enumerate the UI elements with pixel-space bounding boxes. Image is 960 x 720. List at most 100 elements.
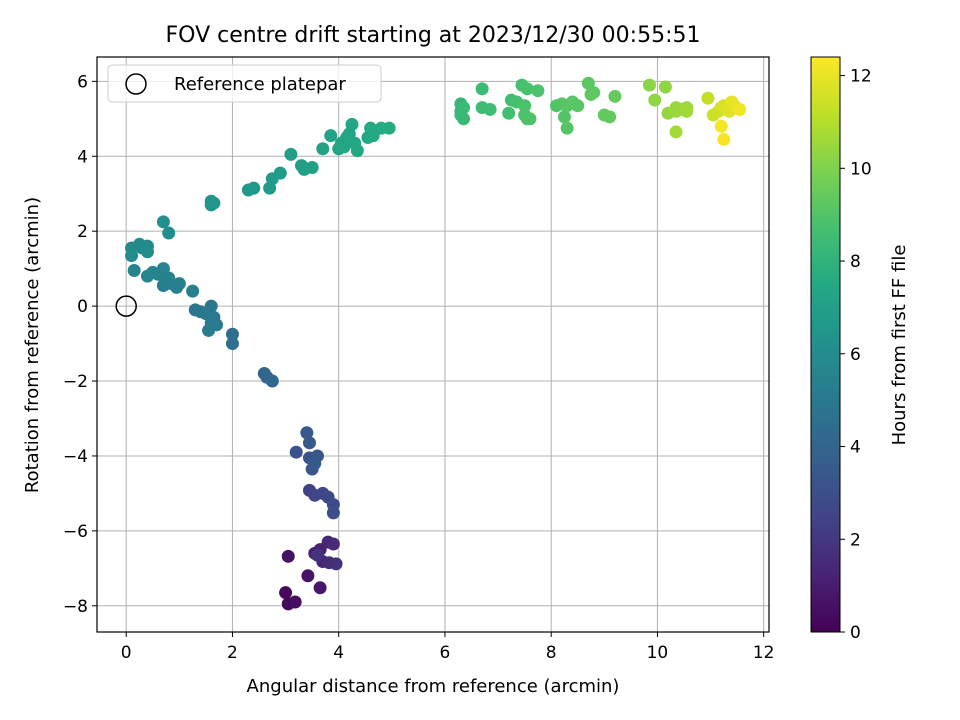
legend-entry: Reference platepar xyxy=(174,74,346,95)
x-tick-label: 4 xyxy=(333,643,344,663)
data-point xyxy=(140,269,154,283)
y-tick-label: 6 xyxy=(77,72,88,92)
scatter-points xyxy=(125,76,747,611)
data-point xyxy=(247,181,261,195)
data-point xyxy=(162,226,176,240)
data-point xyxy=(324,129,338,143)
data-point xyxy=(301,569,315,583)
colorbar-tick-label: 0 xyxy=(850,623,861,643)
data-point xyxy=(288,595,302,609)
data-point xyxy=(281,549,295,563)
data-point xyxy=(557,110,571,124)
gridlines xyxy=(97,57,769,632)
data-point xyxy=(329,557,343,571)
data-point xyxy=(457,101,471,115)
data-point xyxy=(382,121,396,135)
colorbar-gradient xyxy=(810,56,841,633)
data-point xyxy=(523,112,537,126)
x-axis-label: Angular distance from reference (arcmin) xyxy=(247,676,620,697)
y-tick-label: 0 xyxy=(77,297,88,317)
data-point xyxy=(680,101,694,115)
y-axis-label: Rotation from reference (arcmin) xyxy=(22,197,43,493)
colorbar-tick-label: 10 xyxy=(850,159,872,179)
data-point xyxy=(669,125,683,139)
x-tick-label: 8 xyxy=(546,643,557,663)
data-point xyxy=(300,426,314,440)
data-point xyxy=(457,112,471,126)
data-point xyxy=(560,121,574,135)
colorbar-tick-label: 2 xyxy=(850,530,861,550)
data-point xyxy=(284,147,298,161)
data-point xyxy=(571,99,585,113)
data-point xyxy=(658,80,672,94)
x-tick-label: 2 xyxy=(227,643,238,663)
data-point xyxy=(326,506,340,520)
legend-reference-marker xyxy=(125,73,147,95)
data-point xyxy=(265,374,279,388)
data-point xyxy=(204,299,218,313)
data-point xyxy=(502,106,516,120)
x-axis: 0 2 4 6 8 10 12 xyxy=(121,632,775,663)
legend-box xyxy=(107,64,382,103)
colorbar-label: Hours from first FF file xyxy=(889,245,910,446)
data-point xyxy=(345,117,359,131)
data-point xyxy=(714,119,728,133)
data-point xyxy=(186,284,200,298)
data-point xyxy=(603,110,617,124)
data-point xyxy=(733,102,747,116)
x-tick-label: 6 xyxy=(440,643,451,663)
y-tick-label: 2 xyxy=(77,222,88,242)
data-point xyxy=(316,142,330,156)
data-point xyxy=(172,277,186,291)
data-point xyxy=(156,215,170,229)
data-point xyxy=(125,249,139,263)
data-point xyxy=(518,99,532,113)
x-tick-label: 12 xyxy=(753,643,775,663)
colorbar-tick-label: 6 xyxy=(850,345,861,365)
data-point xyxy=(273,166,287,180)
data-point xyxy=(308,456,322,470)
data-point xyxy=(520,82,534,96)
y-tick-label: −8 xyxy=(63,597,88,617)
x-tick-label: 0 xyxy=(121,643,132,663)
data-point xyxy=(642,78,656,92)
reference-platepar-marker xyxy=(115,295,137,317)
data-point xyxy=(305,161,319,175)
data-point xyxy=(531,84,545,98)
data-point xyxy=(608,89,622,103)
colorbar: 0 2 4 6 8 10 12 Hours from first FF file xyxy=(810,56,910,643)
data-point xyxy=(140,245,154,259)
colorbar-tick-label: 4 xyxy=(850,438,861,458)
data-point xyxy=(326,537,340,551)
data-point xyxy=(648,93,662,107)
colorbar-ticks: 0 2 4 6 8 10 12 xyxy=(840,67,872,643)
data-point xyxy=(225,327,239,341)
y-tick-label: −4 xyxy=(63,447,88,467)
data-point xyxy=(127,264,141,278)
chart-title: FOV centre drift starting at 2023/12/30 … xyxy=(166,23,701,48)
data-point xyxy=(207,196,221,210)
data-point xyxy=(302,436,316,450)
data-point xyxy=(587,86,601,100)
data-point xyxy=(313,581,327,595)
data-point xyxy=(350,144,364,158)
data-point xyxy=(289,445,303,459)
data-point xyxy=(701,91,715,105)
y-tick-label: −2 xyxy=(63,372,88,392)
colorbar-tick-label: 8 xyxy=(850,252,861,272)
data-point xyxy=(204,316,218,330)
data-point xyxy=(483,102,497,116)
reference-marker-layer xyxy=(115,295,137,317)
colorbar-tick-label: 12 xyxy=(850,67,872,87)
data-point xyxy=(475,82,489,96)
data-point xyxy=(279,586,293,600)
data-point xyxy=(225,337,239,351)
plot-frame xyxy=(96,56,770,633)
data-point xyxy=(717,132,731,146)
data-point xyxy=(310,548,324,562)
y-axis: −8 −6 −4 −2 0 2 4 6 xyxy=(63,72,97,617)
legend: Reference platepar xyxy=(107,64,382,103)
x-tick-label: 10 xyxy=(647,643,669,663)
y-tick-label: −6 xyxy=(63,522,88,542)
